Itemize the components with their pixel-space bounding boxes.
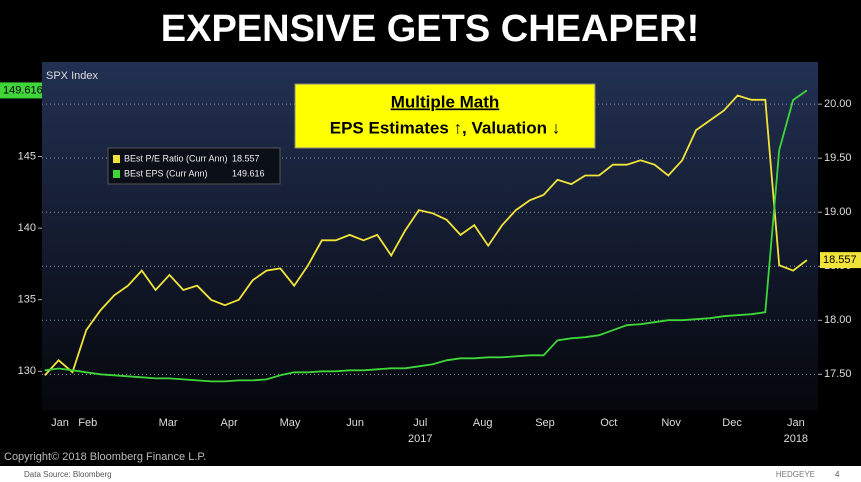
series-line (44, 89, 808, 383)
y2-tick-label: 20.00 (824, 98, 852, 110)
y2-tick-label: 17.50 (824, 368, 852, 380)
annotation-heading: Multiple Math (391, 92, 500, 111)
last-value-box (820, 252, 861, 269)
y2-tick-label: 19.50 (824, 152, 852, 164)
x-tick-label: Feb (78, 417, 97, 429)
y2-tick-label: 18.00 (824, 314, 852, 326)
last-value-box (0, 82, 42, 99)
legend-label: BEst P/E Ratio (Curr Ann) (124, 153, 228, 163)
y-tick-label: 145 (18, 150, 36, 162)
legend-label: BEst EPS (Curr Ann) (124, 168, 208, 178)
x-tick-label: Aug (473, 417, 493, 429)
x-tick-label: Dec (722, 417, 742, 429)
data-source: Data Source: Bloomberg (24, 470, 112, 479)
legend-box (107, 147, 281, 185)
year-label: 2017 (408, 433, 432, 445)
y2-tick-label: 19.00 (824, 206, 852, 218)
copyright: Copyright© 2018 Bloomberg Finance L.P. (4, 451, 206, 463)
x-tick-label: Mar (159, 417, 178, 429)
last-value: 149.616 (3, 84, 43, 96)
x-tick-label: Apr (221, 417, 238, 429)
index-label: SPX Index (46, 70, 98, 82)
legend-swatch (113, 155, 120, 163)
page-number: 4 (835, 470, 840, 479)
x-tick-label: Jan (787, 417, 805, 429)
y-tick-label: 140 (18, 222, 36, 234)
x-tick-label: Jul (413, 417, 427, 429)
x-tick-label: Jun (346, 417, 364, 429)
x-tick-label: Sep (535, 417, 555, 429)
annotation-text: EPS Estimates ↑, Valuation ↓ (330, 118, 561, 137)
brand: HEDGEYE (776, 470, 815, 479)
x-tick-label: Nov (661, 417, 681, 429)
x-tick-label: Oct (600, 417, 617, 429)
x-tick-label: May (280, 417, 301, 429)
legend-value: 149.616 (232, 168, 265, 178)
last-value: 18.557 (823, 254, 857, 266)
series-line (44, 94, 808, 377)
x-tick-label: Jan (51, 417, 69, 429)
footer-bar (0, 466, 861, 482)
y-tick-label: 135 (18, 294, 36, 306)
legend-value: 18.557 (232, 153, 260, 163)
annotation-box (294, 83, 596, 149)
legend-swatch (113, 170, 120, 178)
page-title: EXPENSIVE GETS CHEAPER! (161, 8, 699, 50)
y-tick-label: 130 (18, 365, 36, 377)
year-label: 2018 (784, 433, 808, 445)
